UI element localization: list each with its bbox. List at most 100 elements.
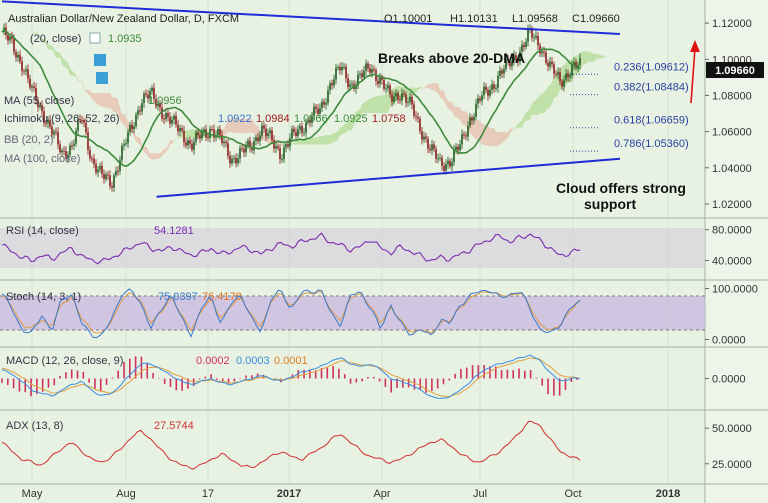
cloud-segment — [46, 40, 48, 50]
cloud-segment — [56, 51, 58, 58]
candle-body — [417, 116, 419, 119]
ichimoku-chikou-value: 1.0966 — [294, 113, 328, 125]
candle-body — [173, 115, 175, 120]
rsi-axis-label: 40.0000 — [712, 256, 752, 268]
candle-body — [57, 132, 59, 145]
cloud-segment — [368, 98, 370, 114]
candle-body — [297, 129, 299, 137]
candle-body — [553, 64, 555, 74]
cloud-segment — [228, 118, 230, 133]
cloud-segment — [590, 52, 592, 62]
candle-body — [47, 119, 49, 124]
cloud-segment — [548, 85, 550, 108]
rsi-line — [1, 232, 580, 265]
cloud-segment — [360, 104, 362, 120]
candle-body — [277, 146, 279, 149]
cloud-segment — [586, 51, 588, 65]
candle-body — [11, 36, 13, 39]
cloud-segment — [234, 118, 236, 133]
candle-body — [111, 185, 113, 188]
candle-body — [121, 145, 123, 160]
candle-body — [513, 55, 515, 62]
candle-body — [537, 35, 539, 46]
cloud-segment — [524, 112, 526, 124]
candle-body — [131, 124, 133, 129]
cloud-segment — [432, 83, 434, 91]
cloud-segment — [366, 100, 368, 114]
candle-body — [23, 71, 25, 73]
cloud-segment — [320, 136, 322, 145]
candle-body — [221, 135, 223, 144]
candle-body — [13, 38, 15, 53]
sma-20-line — [1, 28, 581, 168]
sma55-legend: MA (55, close) — [4, 95, 74, 107]
candle-body — [145, 93, 147, 96]
candle-body — [481, 95, 483, 101]
candle-body — [219, 129, 221, 136]
cloud-segment — [122, 113, 124, 125]
candle-body — [473, 116, 475, 121]
ohlc-close: C1.09660 — [572, 13, 620, 25]
candle-body — [531, 28, 533, 38]
cloud-segment — [296, 140, 298, 145]
cloud-segment — [190, 129, 192, 138]
settings-icon[interactable] — [94, 54, 106, 66]
cloud-segment — [164, 148, 166, 154]
candle-body — [83, 120, 85, 123]
red-arrow-icon — [690, 40, 700, 104]
adx-axis-label: 25.0000 — [712, 459, 752, 471]
cloud-segment — [358, 108, 360, 122]
candle-body — [311, 116, 313, 123]
candle-body — [327, 90, 329, 103]
legend-toggle-icon[interactable] — [89, 32, 101, 44]
time-tick-label: Oct — [564, 488, 581, 500]
candle-body — [269, 130, 271, 134]
candle-body — [239, 148, 241, 159]
last-price-tag — [706, 62, 764, 78]
cloud-segment — [554, 74, 556, 98]
candle-body — [573, 61, 575, 65]
candle-body — [287, 144, 289, 147]
candle-body — [315, 106, 317, 109]
cloud-segment — [452, 101, 454, 116]
cloud-segment — [552, 76, 554, 104]
cloud-segment — [98, 92, 100, 106]
candle-body — [253, 141, 255, 151]
candle-body — [209, 128, 211, 138]
cloud-segment — [102, 92, 104, 108]
cloud-segment — [116, 97, 118, 115]
candle-body — [63, 150, 65, 152]
candle-body — [157, 103, 159, 107]
candle-body — [471, 117, 473, 121]
candle-body — [25, 69, 27, 72]
adx-axis-label: 50.0000 — [712, 423, 752, 435]
cloud-segment — [42, 38, 44, 43]
cloud-segment — [464, 111, 466, 127]
cloud-segment — [216, 136, 218, 139]
chart-title: Australian Dollar/New Zealand Dollar, D,… — [8, 13, 239, 25]
candle-body — [181, 128, 183, 131]
candle-body — [39, 105, 41, 108]
candle-body — [207, 137, 209, 139]
cloud-segment — [346, 120, 348, 133]
candle-body — [119, 159, 121, 171]
fib-label: 0.618(1.06659) — [614, 115, 689, 127]
candle-body — [323, 101, 325, 105]
cloud-segment — [140, 137, 142, 150]
candle-body — [363, 70, 365, 78]
cloud-segment — [232, 118, 234, 133]
cloud-segment — [86, 89, 88, 94]
candle-body — [435, 149, 437, 159]
candle-body — [299, 126, 301, 130]
cloud-segment — [378, 95, 380, 113]
candle-body — [485, 86, 487, 91]
stoch-band — [0, 296, 705, 330]
eye-icon[interactable] — [96, 72, 108, 84]
cloud-segment — [300, 139, 302, 145]
time-tick-label: 17 — [202, 488, 214, 500]
candle-body — [9, 36, 11, 41]
candle-body — [457, 146, 459, 151]
cloud-segment — [526, 110, 528, 121]
cloud-segment — [384, 94, 386, 113]
cloud-segment — [582, 50, 584, 66]
